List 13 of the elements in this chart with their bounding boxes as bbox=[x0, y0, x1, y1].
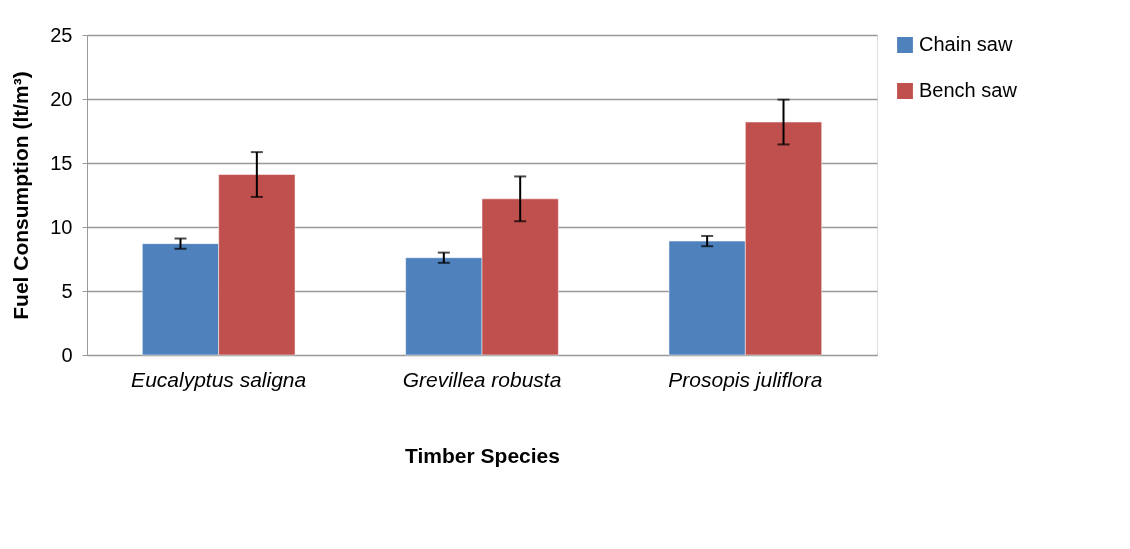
legend-label: Bench saw bbox=[919, 79, 1018, 101]
x-axis-title: Timber Species bbox=[405, 443, 560, 467]
x-tick-label: Grevillea robusta bbox=[402, 367, 562, 391]
y-axis-title: Fuel Consumption (lt/m³) bbox=[9, 71, 33, 320]
y-tick-label: 5 bbox=[61, 279, 73, 302]
legend-label: Chain saw bbox=[919, 33, 1013, 55]
x-tick-label: Eucalyptus saligna bbox=[131, 367, 307, 391]
y-tick-label: 15 bbox=[50, 151, 73, 174]
y-tick-label: 20 bbox=[50, 87, 73, 110]
y-tick-label: 0 bbox=[61, 343, 73, 366]
y-tick-label: 10 bbox=[50, 215, 73, 238]
x-tick-label: Prosopis juliflora bbox=[668, 367, 823, 391]
y-tick-label: 25 bbox=[50, 23, 73, 46]
